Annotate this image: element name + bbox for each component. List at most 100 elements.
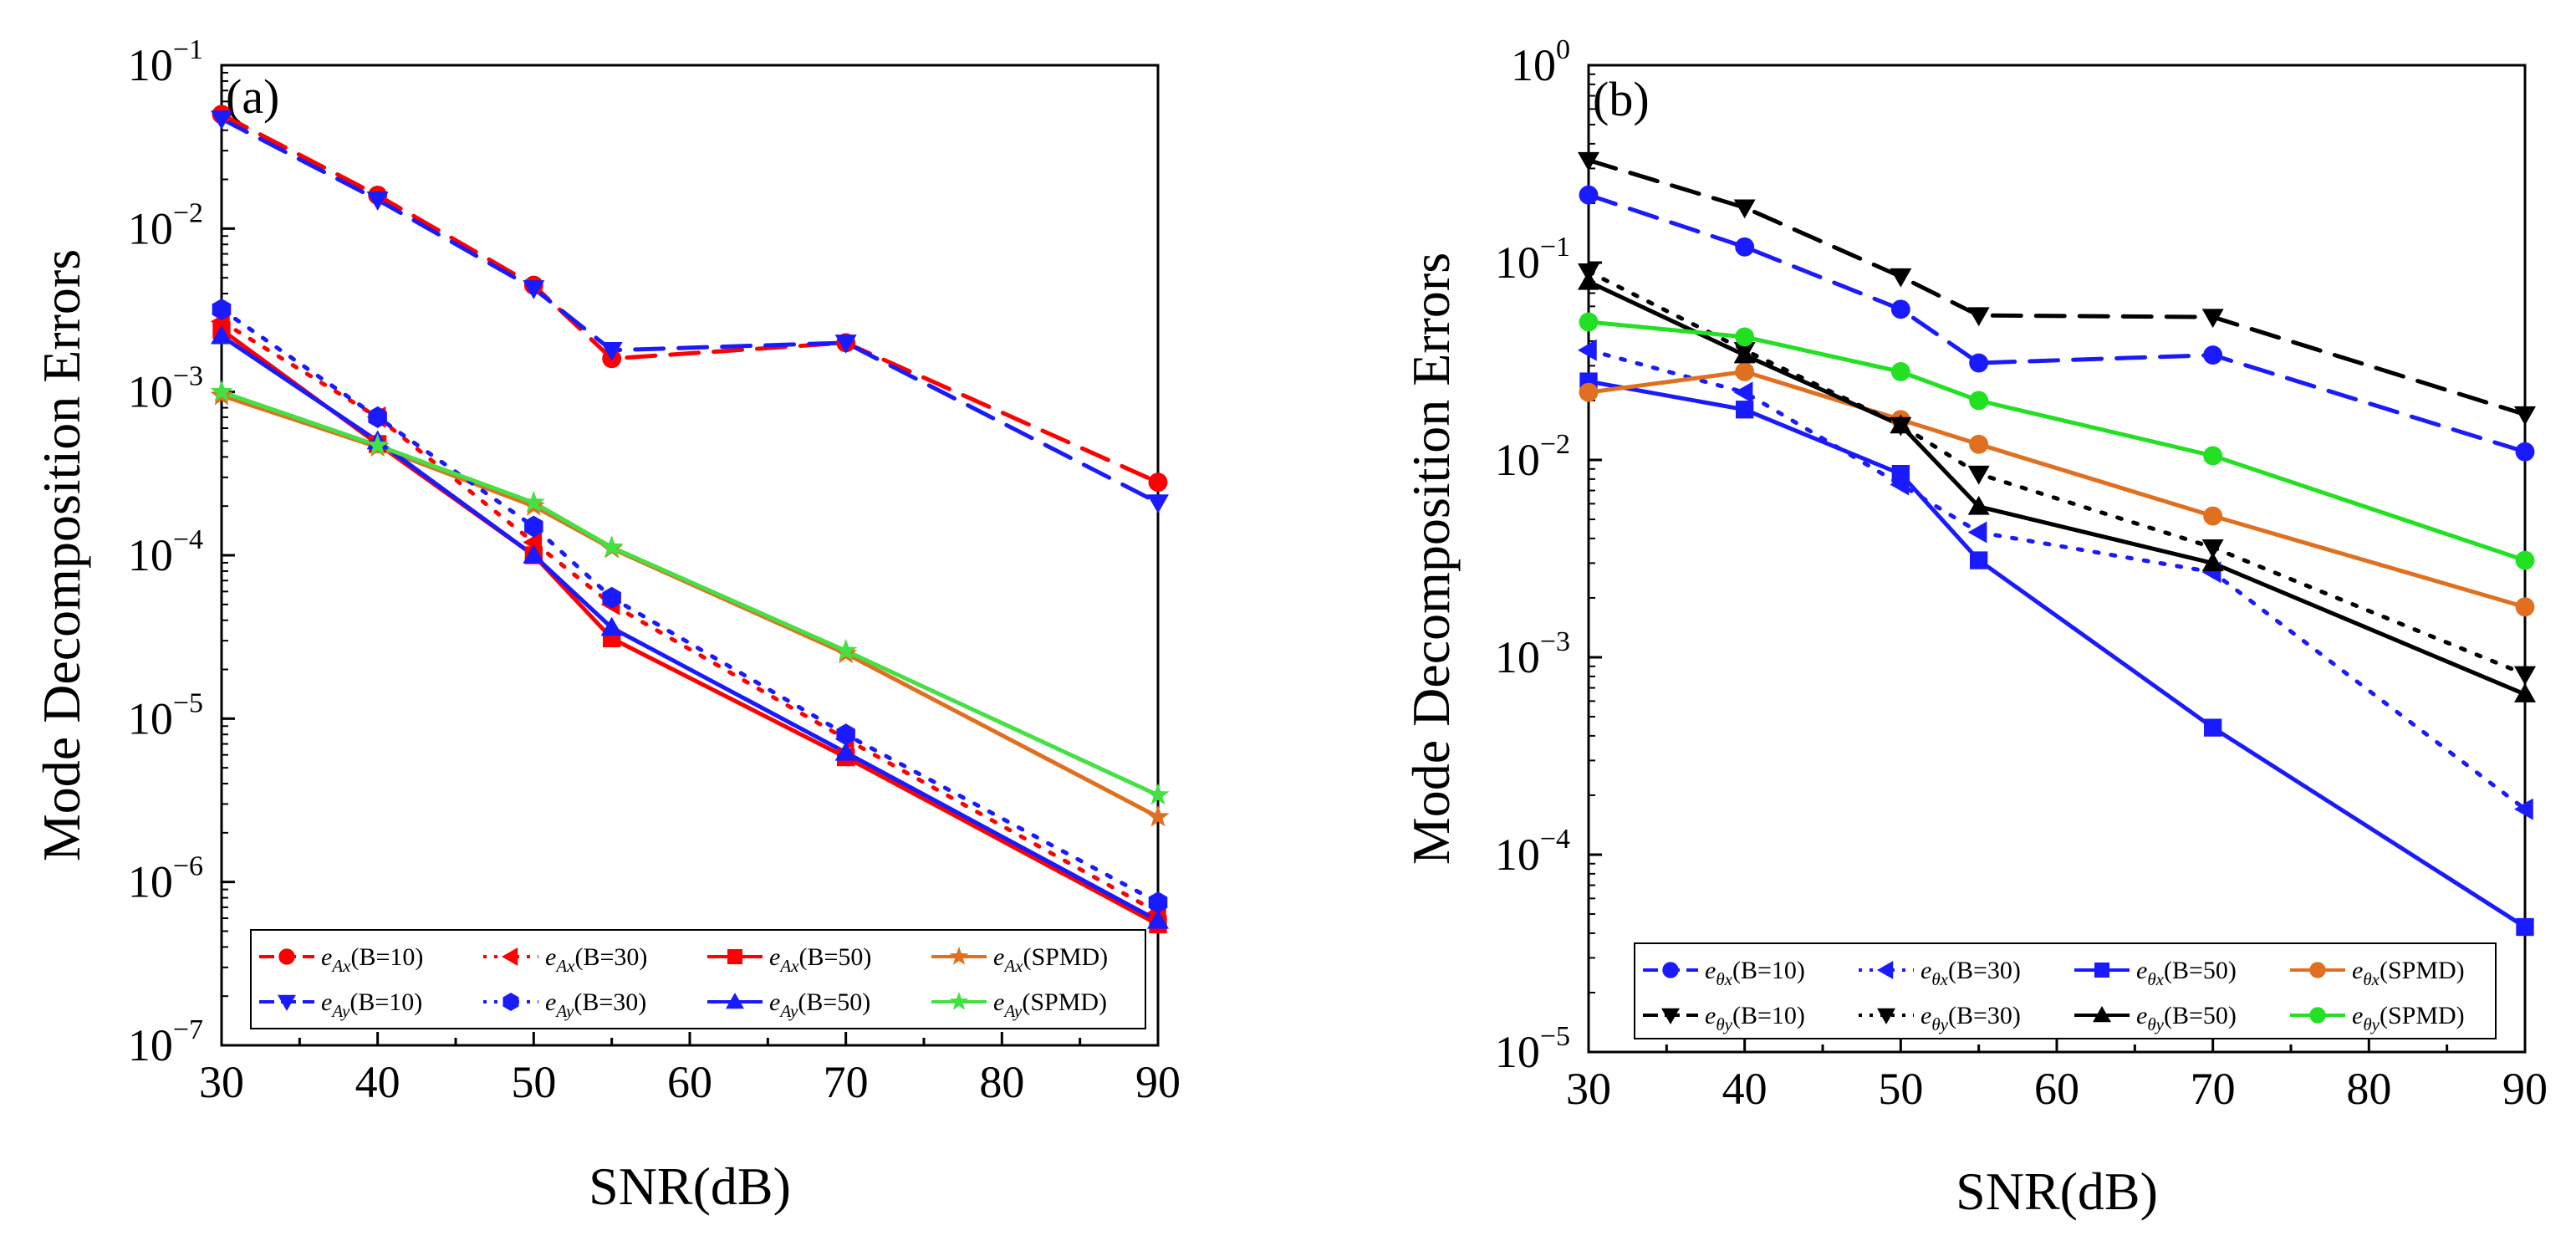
series-line-eAx-b30 xyxy=(222,319,1158,915)
chart-panel-a: 30 40 50 60 70 80 9010−710−610−510−410−310−210… xyxy=(32,34,1181,1216)
marker-layer xyxy=(1578,151,2536,937)
data-point-ethx-spmd xyxy=(1735,362,1755,381)
data-point-ethx-spmd xyxy=(2203,506,2223,526)
legend-suffix: (B=50) xyxy=(798,943,871,971)
x-tick-label: 50 xyxy=(511,1057,556,1107)
y-tick-base: 10 xyxy=(128,857,173,907)
legend-marker-ethy-b50 xyxy=(2093,1006,2111,1023)
y-tick-exponent: −4 xyxy=(1540,824,1570,855)
legend-suffix: (B=10) xyxy=(1732,1002,1805,1029)
x-tick-label: 40 xyxy=(355,1057,400,1107)
legend-label-ethx-b30: eθx(B=30) xyxy=(1921,957,2021,989)
legend-suffix: (B=30) xyxy=(1948,1002,2021,1029)
y-tick-exponent: −1 xyxy=(173,34,203,65)
legend-suffix: (SPMD) xyxy=(1022,988,1107,1016)
legend-marker-ethx-b50 xyxy=(2094,962,2110,978)
legend-suffix: (SPMD) xyxy=(1023,943,1108,971)
legend-subscript: θy xyxy=(2147,1014,2164,1034)
data-point-eAy-b30 xyxy=(368,406,387,428)
data-point-ethx-b30 xyxy=(1967,521,1987,544)
data-point-ethy-b50 xyxy=(1967,495,1990,515)
legend-label-eAx-b30: eAx(B=30) xyxy=(545,943,647,976)
y-tick-label: 10−4 xyxy=(128,524,203,580)
legend-marker-ethx-b10 xyxy=(1662,962,1679,978)
data-point-eAy-spmd xyxy=(834,639,858,661)
data-point-eAy-b50 xyxy=(1147,909,1169,929)
data-point-eAy-b30 xyxy=(836,723,855,746)
legend-suffix: (SPMD) xyxy=(2380,1002,2465,1029)
data-point-eAy-b30 xyxy=(1148,891,1168,914)
data-point-ethx-b30 xyxy=(1733,381,1753,404)
legend-entry-eAx-spmd: eAx(SPMD) xyxy=(931,943,1108,976)
data-point-eAy-b10 xyxy=(366,192,389,211)
legend-suffix: (B=50) xyxy=(2164,957,2237,984)
legend-symbol: e xyxy=(1705,1002,1716,1029)
legend-label-eAy-b10: eAy(B=10) xyxy=(321,988,422,1021)
y-tick-base: 10 xyxy=(128,40,173,90)
y-tick-label: 10−3 xyxy=(1495,626,1570,682)
legend-symbol: e xyxy=(2136,1002,2147,1029)
y-tick-exponent: −2 xyxy=(173,197,203,228)
data-point-ethy-b30 xyxy=(2514,666,2536,686)
legend-label-eAx-b50: eAx(B=50) xyxy=(769,943,871,976)
data-point-ethx-b10 xyxy=(2203,345,2223,365)
legend-marker-eAx-spmd xyxy=(949,946,969,965)
series-line-ethx-b50 xyxy=(1589,379,2525,929)
legend-suffix: (B=30) xyxy=(574,988,646,1016)
y-tick-label: 10−4 xyxy=(1495,824,1570,880)
legend-symbol: e xyxy=(545,943,556,971)
data-point-eAy-b50 xyxy=(523,544,545,564)
data-point-ethx-spmd xyxy=(1969,434,1989,454)
legend: eAx(B=10) eAx(B=30) eAx(B=50) eAx(SPMD)eAy(… xyxy=(250,929,1146,1029)
legend-suffix: (B=50) xyxy=(2164,1002,2237,1029)
legend-symbol: e xyxy=(545,988,556,1016)
data-point-eAy-spmd xyxy=(522,490,545,513)
legend-subscript: θx xyxy=(2147,969,2164,989)
data-point-ethx-b10 xyxy=(1735,237,1755,257)
y-tick-base: 10 xyxy=(128,530,173,580)
y-tick-label: 10−5 xyxy=(128,687,203,743)
data-point-ethx-b50 xyxy=(2516,917,2534,937)
legend-marker-eAx-b30 xyxy=(502,947,518,966)
data-point-ethx-spmd xyxy=(2515,597,2535,617)
legend-symbol: e xyxy=(993,988,1004,1016)
y-tick-exponent: −5 xyxy=(173,687,203,718)
legend-subscript: Ay xyxy=(554,1001,574,1021)
legend-symbol: e xyxy=(2352,1002,2363,1029)
y-tick-base: 10 xyxy=(1495,830,1540,880)
legend-entry-ethx-b30: eθx(B=30) xyxy=(1859,957,2021,989)
legend-marker-ethx-b30 xyxy=(1877,961,1894,979)
series-line-ethy-b50 xyxy=(1589,279,2525,697)
legend-label-ethy-b10: eθy(B=10) xyxy=(1705,1002,1805,1034)
data-point-eAy-b50 xyxy=(834,741,857,761)
legend-entry-eAy-b10: eAy(B=10) xyxy=(259,988,422,1021)
x-tick-label: 50 xyxy=(1878,1064,1923,1114)
data-point-eAx-spmd xyxy=(1146,804,1170,827)
legend-label-eAx-b10: eAx(B=10) xyxy=(321,943,423,976)
data-point-eAy-spmd xyxy=(600,535,624,557)
legend-entry-eAx-b30: eAx(B=30) xyxy=(483,943,647,976)
x-tick-label: 90 xyxy=(2502,1064,2548,1114)
x-tick-label: 30 xyxy=(1566,1064,1611,1114)
data-point-ethx-b10 xyxy=(1890,299,1910,319)
legend-entry-eAy-b50: eAy(B=50) xyxy=(707,988,870,1021)
legend: eθx(B=10) eθx(B=30) eθx(B=50) eθx(SPMD)eθy(… xyxy=(1634,942,2497,1039)
x-tick-label: 60 xyxy=(2034,1064,2079,1114)
y-tick-exponent: −3 xyxy=(1540,626,1570,657)
x-tick-label: 40 xyxy=(1722,1064,1767,1114)
legend-entry-ethy-b50: eθy(B=50) xyxy=(2074,1002,2237,1034)
legend-suffix: (B=10) xyxy=(350,943,423,971)
legend-label-eAx-spmd: eAx(SPMD) xyxy=(993,943,1108,976)
panel-label: (b) xyxy=(1593,72,1650,126)
y-tick-exponent: −5 xyxy=(1540,1021,1570,1052)
legend-symbol: e xyxy=(1921,1002,1931,1029)
legend-label-ethx-b10: eθx(B=10) xyxy=(1705,957,1805,989)
series-line-eAx-spmd xyxy=(222,393,1158,820)
data-point-ethx-b50 xyxy=(1736,401,1754,419)
legend-marker-eAx-b50 xyxy=(727,948,743,965)
data-point-eAy-b10 xyxy=(834,335,857,354)
legend-subscript: Ax xyxy=(330,956,351,976)
data-point-ethy-b10 xyxy=(1578,151,1599,171)
y-tick-exponent: −2 xyxy=(1540,429,1570,460)
x-tick-label: 30 xyxy=(199,1057,244,1107)
